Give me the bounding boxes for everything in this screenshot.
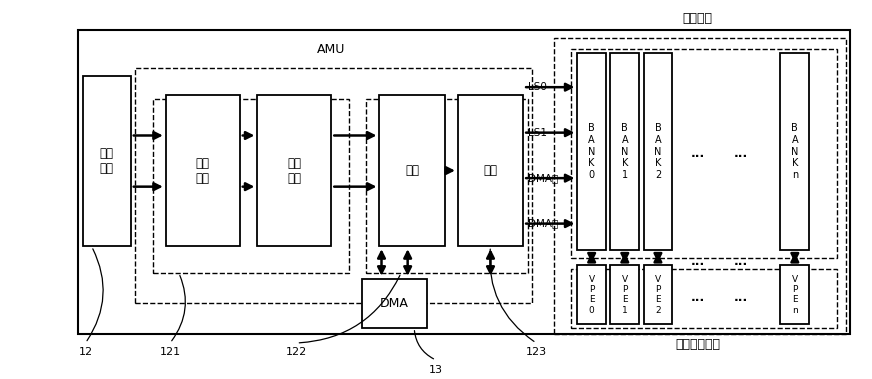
Bar [577, 265, 606, 324]
Text: 122: 122 [286, 348, 307, 357]
Bar [571, 49, 837, 258]
Bar [362, 279, 427, 328]
Text: LS0: LS0 [528, 82, 547, 92]
Bar [780, 53, 809, 250]
Text: B
A
N
K
0: B A N K 0 [588, 124, 596, 180]
Bar [577, 53, 606, 250]
Text: 仲裁: 仲裁 [405, 164, 419, 177]
Text: ...: ... [734, 291, 748, 304]
Text: V
P
E
0: V P E 0 [589, 274, 595, 315]
Text: 121: 121 [160, 348, 181, 357]
Bar [78, 30, 850, 334]
Text: 访存: 访存 [483, 164, 498, 177]
Text: B
A
N
K
2: B A N K 2 [654, 124, 662, 180]
Bar [644, 53, 672, 250]
Bar [610, 53, 639, 250]
Text: 存储阵列: 存储阵列 [683, 13, 712, 25]
Text: 13: 13 [429, 365, 443, 374]
Bar [554, 38, 846, 334]
Text: ...: ... [734, 147, 748, 160]
Bar [153, 99, 349, 273]
Text: B
A
N
K
1: B A N K 1 [621, 124, 629, 180]
Bar [458, 95, 523, 246]
Bar [610, 265, 639, 324]
Text: ...: ... [691, 147, 705, 160]
Text: DMA读: DMA读 [528, 173, 558, 183]
Text: AMU: AMU [317, 43, 345, 56]
Text: V
P
E
2: V P E 2 [655, 274, 661, 315]
Text: ...: ... [734, 255, 748, 268]
Text: V
P
E
n: V P E n [792, 274, 798, 315]
Text: DMA写: DMA写 [528, 219, 558, 229]
Text: DMA: DMA [380, 297, 409, 310]
Bar [780, 265, 809, 324]
Text: B
A
N
K
n: B A N K n [791, 124, 799, 180]
Bar [571, 269, 837, 328]
Bar [379, 95, 445, 246]
Bar [366, 99, 528, 273]
Text: ...: ... [691, 291, 705, 304]
Text: V
P
E
1: V P E 1 [622, 274, 628, 315]
Bar [83, 76, 131, 246]
Text: LS1: LS1 [528, 128, 547, 138]
Text: 12: 12 [78, 348, 92, 357]
Bar [135, 68, 532, 303]
Bar [257, 95, 331, 246]
Text: ...: ... [691, 255, 705, 268]
Text: 指令
译码: 指令 译码 [195, 157, 210, 185]
Bar [644, 265, 672, 324]
Text: 指令
派发: 指令 派发 [99, 147, 114, 175]
Text: 地址
计算: 地址 计算 [287, 157, 302, 185]
Text: 123: 123 [526, 348, 547, 357]
Text: 向量运算阵列: 向量运算阵列 [675, 338, 720, 351]
Bar [166, 95, 240, 246]
